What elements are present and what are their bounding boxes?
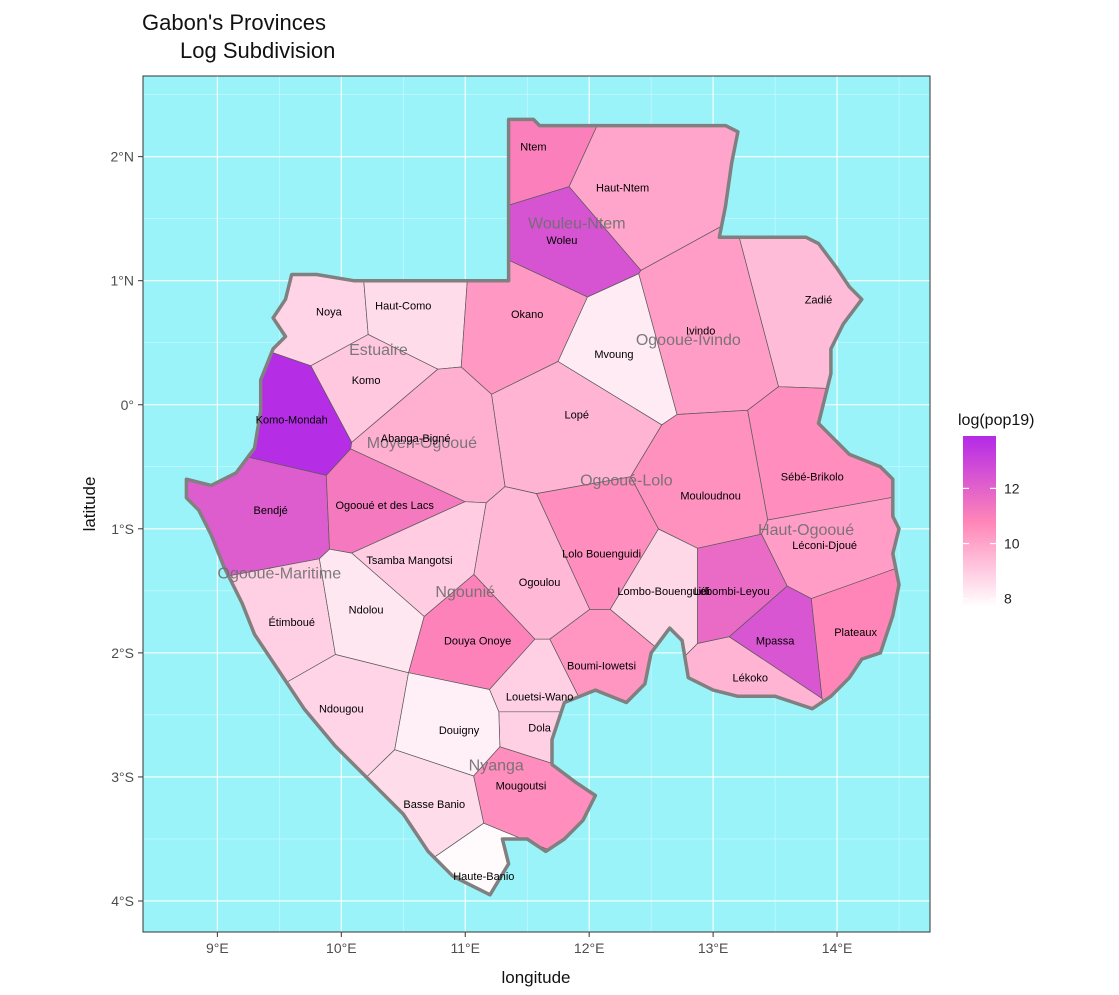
department-label: Ndolou [349, 604, 384, 616]
department-label: Haut-Ntem [596, 183, 649, 195]
x-tick-label: 10°E [326, 940, 357, 956]
y-tick-label: 1°S [111, 521, 134, 537]
legend-title: log(pop19) [958, 412, 1035, 429]
department-label: Ivindo [686, 325, 715, 337]
y-tick-label: 3°S [111, 769, 134, 785]
department-label: Mouloudnou [680, 490, 741, 502]
department-label: Douigny [439, 725, 480, 737]
province-label: Ngounié [435, 584, 495, 601]
department-label: Haute-Banio [453, 871, 514, 883]
province-label: Ogooué-Lolo [580, 472, 673, 489]
department-label: Lébombi-Leyou [694, 586, 770, 598]
department-label: Lopé [565, 410, 589, 422]
legend-ticks: 8 10 12 [963, 480, 1020, 607]
department-region [252, 822, 771, 895]
y-tick-label: 0° [121, 397, 134, 413]
province-label: Nyanga [469, 758, 524, 775]
department-label: Ogooué et des Lacs [335, 500, 434, 512]
y-tick-label: 2°N [111, 149, 135, 165]
legend-tick-label: 10 [1004, 536, 1020, 552]
province-label: Ogooué-Maritime [218, 565, 342, 582]
department-label: Tsamba Mangotsi [366, 555, 452, 567]
province-label: Ogooué-Ivindo [636, 332, 741, 349]
chart-subtitle: Log Subdivision [180, 38, 336, 63]
legend-tick-label: 12 [1004, 480, 1020, 496]
department-label: Woleu [546, 235, 577, 247]
department-label: Sébé-Brikolo [781, 472, 844, 484]
x-tick-label: 11°E [450, 940, 479, 956]
department-label: Zadié [805, 294, 833, 306]
y-tick-label: 2°S [111, 645, 134, 661]
department-label: Mvoung [594, 349, 633, 361]
department-label: Mougoutsi [496, 781, 547, 793]
x-tick-label: 9°E [206, 940, 229, 956]
department-labels: Ntem Haut-Ntem Woleu Noya Haut-Como Okano Zadi… [254, 142, 878, 883]
department-label: Mpassa [756, 635, 795, 647]
department-label: Basse Banio [403, 799, 465, 811]
department-label: Plateaux [834, 627, 877, 639]
department-label: Abanga-Bigné [381, 433, 451, 445]
country-border [184, 117, 901, 897]
department-label: Noya [316, 307, 343, 319]
y-axis-title: latitude [80, 477, 99, 532]
department-label: Ntem [520, 142, 546, 154]
department-label: Léconi-Djoué [792, 540, 857, 552]
axis-ticks: 9°E 10°E 11°E 12°E 13°E 14°E 2°N 1°N 0° 1°S 2°S 3°S… [111, 149, 853, 956]
y-tick-label: 4°S [111, 893, 134, 909]
department-label: Dola [528, 722, 552, 734]
department-label: Bendjé [254, 505, 288, 517]
department-label: Lolo Bouenguidi [562, 549, 641, 561]
department-label: Haut-Como [375, 301, 431, 313]
department-label: Komo [352, 375, 381, 387]
province-label: Moyen-Ogooué [367, 435, 477, 452]
department-label: Louetsi-Wano [506, 691, 573, 703]
department-label: Lombo-Bouenguidi [617, 586, 709, 598]
legend: log(pop19) 8 10 12 [958, 412, 1035, 607]
x-tick-label: 13°E [698, 940, 729, 956]
province-label: Wouleu-Ntem [528, 216, 626, 233]
department-label: Étimboué [268, 616, 314, 629]
department-label: Komo-Mondah [256, 415, 328, 427]
legend-colorbar [963, 436, 996, 607]
department-label: Lékoko [733, 673, 768, 685]
department-label: Douya Onoye [444, 635, 511, 647]
province-label: Estuaire [349, 342, 408, 359]
x-tick-label: 14°E [822, 940, 853, 956]
y-tick-label: 1°N [111, 273, 135, 289]
x-axis-title: longitude [501, 968, 570, 987]
department-label: Boumi-Iowetsi [567, 660, 636, 672]
province-label: Haut-Ogooué [758, 522, 854, 539]
department-label: Ndougou [319, 704, 364, 716]
x-tick-label: 12°E [574, 940, 605, 956]
legend-tick-label: 8 [1004, 591, 1012, 607]
department-label: Ogoulou [519, 577, 561, 589]
department-label: Okano [511, 309, 543, 321]
province-labels: Wouleu-Ntem Estuaire Ogooué-Ivindo Moyen-Og… [218, 216, 855, 775]
chart-title: Gabon's Provinces [142, 10, 326, 35]
map-panel-frame [142, 75, 931, 933]
